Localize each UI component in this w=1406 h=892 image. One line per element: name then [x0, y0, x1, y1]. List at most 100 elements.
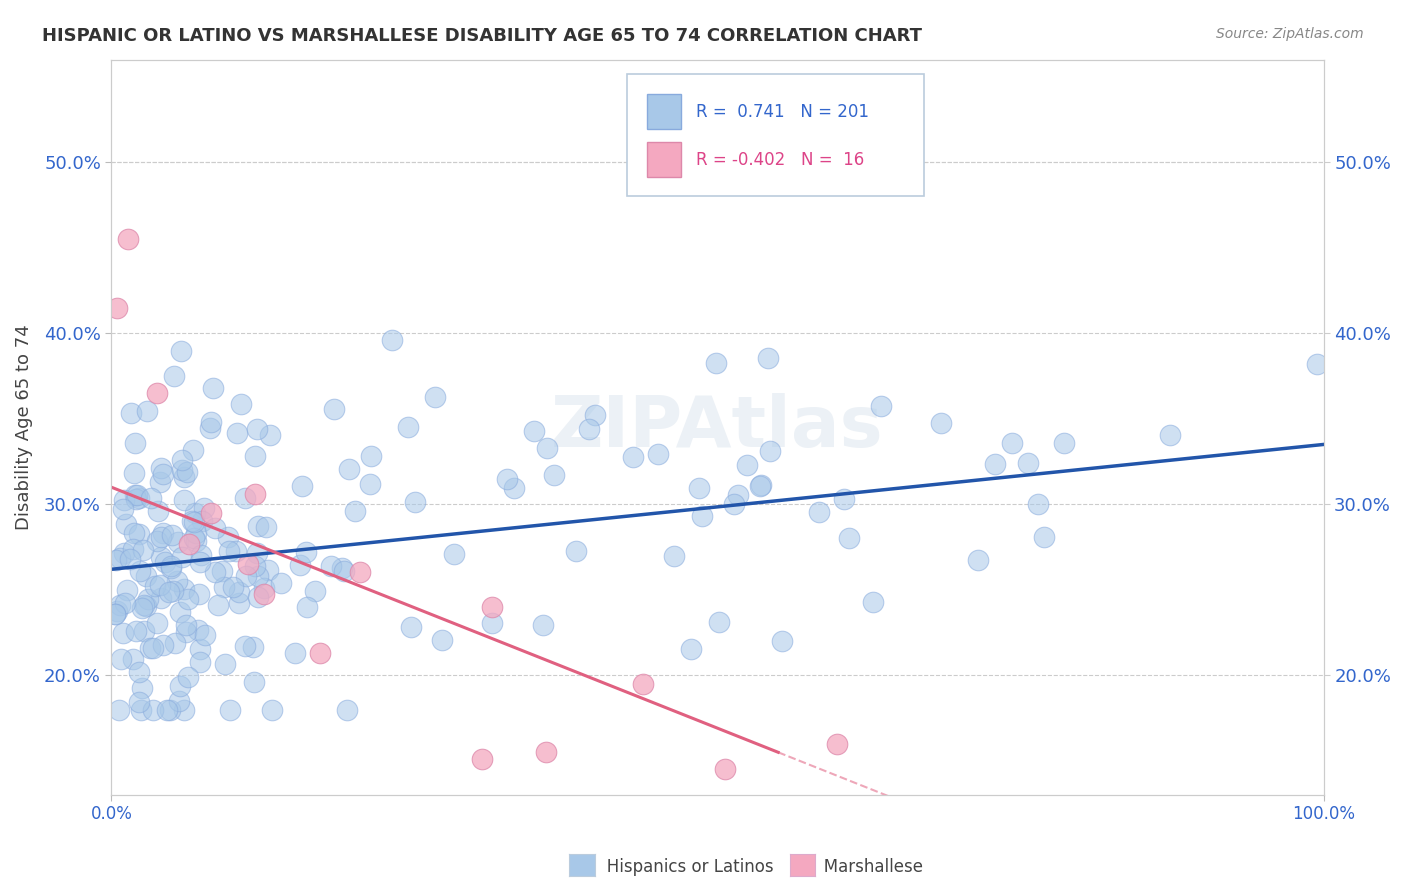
Point [284, 646, 307, 660]
Point [245, 487, 267, 501]
Point [401, 620, 423, 634]
Point [177, 592, 200, 607]
Point [173, 702, 195, 716]
Point [349, 566, 371, 580]
Point [565, 544, 588, 558]
Point [173, 582, 195, 596]
Point [194, 628, 217, 642]
Point [128, 695, 150, 709]
Point [1306, 358, 1329, 372]
Point [246, 546, 269, 560]
Point [748, 479, 770, 493]
Point [396, 420, 419, 434]
Point [132, 542, 155, 557]
Point [124, 466, 146, 480]
Point [152, 638, 174, 652]
Point [1159, 428, 1181, 442]
Point [253, 586, 276, 600]
Point [200, 506, 222, 520]
Point [125, 491, 148, 506]
Point [211, 564, 233, 578]
Point [332, 564, 354, 578]
Point [169, 605, 191, 619]
Point [360, 450, 382, 464]
Point [186, 526, 208, 541]
Point [631, 677, 654, 691]
Point [523, 424, 546, 438]
Point [143, 579, 166, 593]
Point [531, 618, 554, 632]
Point [136, 404, 159, 418]
Point [332, 561, 354, 575]
Point [156, 702, 179, 716]
Point [870, 399, 893, 413]
Point [295, 599, 318, 614]
Point [170, 343, 193, 358]
Point [225, 543, 247, 558]
Point [169, 694, 191, 708]
Point [183, 507, 205, 521]
Point [543, 468, 565, 483]
Point [191, 514, 214, 528]
Point [172, 462, 194, 476]
Point [149, 461, 172, 475]
Point [233, 491, 256, 506]
Point [184, 534, 207, 549]
Point [176, 465, 198, 479]
Text: HISPANIC OR LATINO VS MARSHALLESE DISABILITY AGE 65 TO 74 CORRELATION CHART: HISPANIC OR LATINO VS MARSHALLESE DISABI… [42, 27, 922, 45]
Point [404, 494, 426, 508]
Point [105, 604, 128, 618]
Point [124, 526, 146, 541]
Point [124, 488, 146, 502]
Point [727, 488, 749, 502]
FancyBboxPatch shape [647, 95, 681, 129]
Point [160, 558, 183, 573]
Point [131, 681, 153, 695]
Point [172, 452, 194, 467]
Point [259, 427, 281, 442]
Point [759, 443, 782, 458]
Point [124, 436, 146, 450]
Point [181, 443, 204, 458]
Point [114, 517, 136, 532]
Point [621, 450, 644, 464]
Point [108, 550, 131, 565]
Point [122, 541, 145, 556]
Point [222, 580, 245, 594]
Point [291, 479, 314, 493]
Point [162, 583, 184, 598]
Point [534, 745, 557, 759]
Point [176, 624, 198, 639]
Point [1033, 530, 1056, 544]
Point [145, 616, 167, 631]
Point [688, 481, 710, 495]
Point [104, 553, 127, 567]
Point [135, 569, 157, 583]
Point [690, 509, 713, 524]
Point [583, 408, 606, 422]
Point [108, 598, 131, 612]
Point [236, 557, 259, 571]
Point [1026, 497, 1049, 511]
Point [183, 515, 205, 529]
Point [662, 549, 685, 563]
Point [107, 301, 129, 315]
Point [128, 564, 150, 578]
Point [1001, 436, 1024, 450]
Point [243, 675, 266, 690]
Point [319, 558, 342, 573]
Point [188, 642, 211, 657]
Text: R =  0.741   N = 201: R = 0.741 N = 201 [696, 103, 869, 120]
Point [187, 623, 209, 637]
Point [966, 553, 988, 567]
Point [134, 624, 156, 639]
Point [173, 469, 195, 483]
FancyBboxPatch shape [627, 74, 924, 195]
Point [163, 369, 186, 384]
Point [146, 386, 169, 401]
Point [115, 582, 138, 597]
Point [128, 527, 150, 541]
Point [749, 478, 772, 492]
Point [112, 546, 135, 560]
Point [188, 656, 211, 670]
